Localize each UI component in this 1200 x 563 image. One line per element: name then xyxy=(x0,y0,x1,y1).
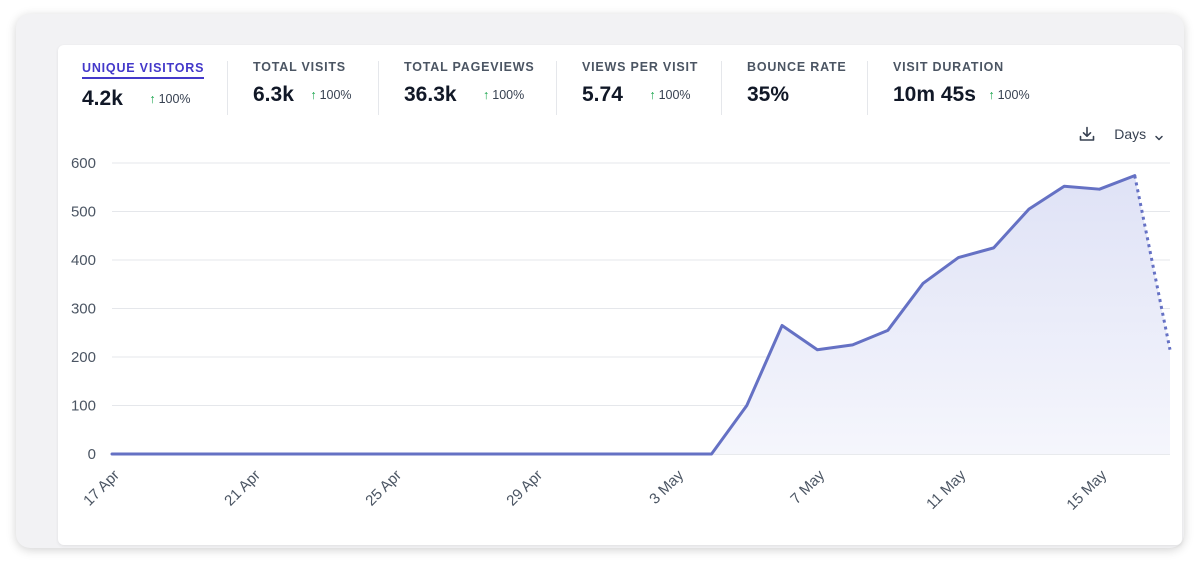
x-tick-label: 3 May xyxy=(646,466,687,507)
metric-divider xyxy=(867,61,868,115)
metric-label: VISIT DURATION xyxy=(893,60,1004,74)
y-tick-label: 600 xyxy=(71,155,96,172)
graph-controls: Days xyxy=(1078,125,1164,147)
x-tick-label: 29 Apr xyxy=(503,467,546,510)
metric-value: 4.2k xyxy=(82,87,123,110)
download-icon[interactable] xyxy=(1078,125,1096,143)
y-tick-label: 300 xyxy=(71,301,96,318)
arrow-up-icon: ↑ xyxy=(149,92,156,106)
metric-views-per-visit[interactable]: VIEWS PER VISIT 5.74 ↑ 100% xyxy=(582,59,698,117)
x-tick-label: 25 Apr xyxy=(362,467,405,510)
x-tick-label: 17 Apr xyxy=(80,467,123,510)
chevron-down-icon xyxy=(1154,130,1164,141)
x-tick-label: 11 May xyxy=(923,466,969,512)
x-tick-label: 15 May xyxy=(1063,466,1110,513)
visitors-graph-card: UNIQUE VISITORS 4.2k ↑ 100% TOTAL VISITS … xyxy=(58,45,1182,545)
metric-change: ↑ 100% xyxy=(483,88,525,102)
metric-total-pageviews[interactable]: TOTAL PAGEVIEWS 36.3k ↑ 100% xyxy=(404,59,535,117)
metric-value: 6.3k xyxy=(253,83,294,106)
arrow-up-icon: ↑ xyxy=(483,88,490,102)
interval-picker[interactable]: Days xyxy=(1114,126,1164,142)
metric-change: ↑ 100% xyxy=(988,88,1030,102)
window-frame: UNIQUE VISITORS 4.2k ↑ 100% TOTAL VISITS … xyxy=(16,14,1184,548)
series-area-fill xyxy=(112,175,1170,455)
metric-divider xyxy=(227,61,228,115)
x-tick-label: 21 Apr xyxy=(221,467,264,510)
metric-value: 5.74 xyxy=(582,83,623,106)
metric-change: ↑ 100% xyxy=(649,88,691,102)
metric-change: ↑ 100% xyxy=(149,92,191,106)
y-tick-label: 100 xyxy=(71,398,96,415)
metric-bounce-rate[interactable]: BOUNCE RATE 35% xyxy=(747,59,847,117)
top-stats: UNIQUE VISITORS 4.2k ↑ 100% TOTAL VISITS … xyxy=(58,45,1182,125)
metric-label: TOTAL VISITS xyxy=(253,60,346,74)
metric-label: TOTAL PAGEVIEWS xyxy=(404,60,535,74)
metric-value: 35% xyxy=(747,83,790,106)
visitors-chart: 0 100 200 300 400 500 600 17 Apr 21 Apr 25 Apr 29 … xyxy=(71,155,1172,514)
metric-divider xyxy=(556,61,557,115)
arrow-up-icon: ↑ xyxy=(649,88,656,102)
y-tick-label: 400 xyxy=(71,252,96,269)
metric-total-visits[interactable]: TOTAL VISITS 6.3k ↑ 100% xyxy=(253,59,352,117)
metric-unique-visitors[interactable]: UNIQUE VISITORS 4.2k ↑ 100% xyxy=(82,59,205,117)
metric-visit-duration[interactable]: VISIT DURATION 10m 45s ↑ 100% xyxy=(893,59,1030,117)
metric-divider xyxy=(378,61,379,115)
metric-label: UNIQUE VISITORS xyxy=(82,60,205,79)
y-tick-label: 200 xyxy=(71,349,96,366)
metric-divider xyxy=(721,61,722,115)
metric-label: BOUNCE RATE xyxy=(747,60,847,74)
metric-value: 10m 45s xyxy=(893,83,976,106)
interval-label: Days xyxy=(1114,126,1147,142)
metric-value: 36.3k xyxy=(404,83,457,106)
metric-label: VIEWS PER VISIT xyxy=(582,60,699,74)
metric-change: ↑ 100% xyxy=(310,88,352,102)
series-line xyxy=(110,174,1137,456)
arrow-up-icon: ↑ xyxy=(310,88,317,102)
x-tick-label: 7 May xyxy=(787,466,828,507)
arrow-up-icon: ↑ xyxy=(988,88,995,102)
y-tick-label: 500 xyxy=(71,204,96,221)
series-line-incomplete xyxy=(1133,175,1172,351)
y-tick-label: 0 xyxy=(88,446,96,463)
